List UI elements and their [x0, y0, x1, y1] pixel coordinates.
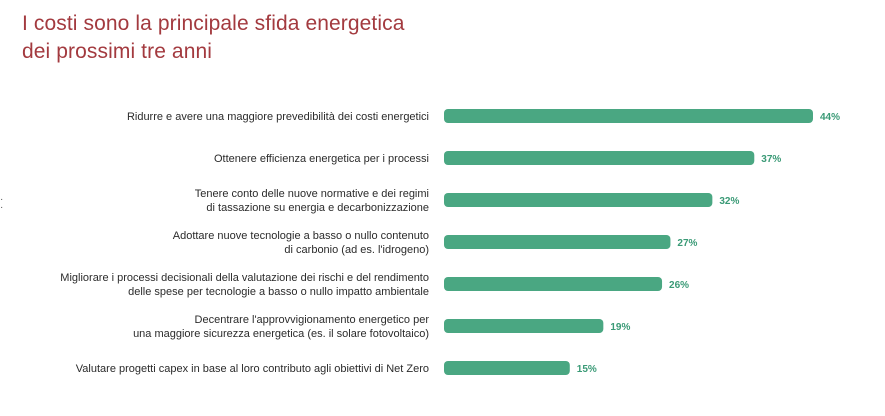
category-label-7: Valutare progetti capex in base al loro … — [76, 363, 429, 375]
category-label-2: Ottenere efficienza energetica per i pro… — [214, 153, 429, 165]
category-label-line: Decentrare l'approvvigionamento energeti… — [195, 314, 430, 326]
category-label-line: Valutare progetti capex in base al loro … — [76, 363, 429, 375]
category-label-line: di carbonio (ad es. l'idrogeno) — [284, 244, 429, 256]
category-label-line: Ottenere efficienza energetica per i pro… — [214, 153, 429, 165]
category-label-line: delle spese per tecnologie a basso o nul… — [128, 286, 429, 298]
bars-layer: 44% Ridurre e avere una maggiore prevedib… — [60, 109, 840, 375]
category-label-3: Tenere conto delle nuove normative e dei… — [195, 188, 429, 214]
category-label-line: una maggiore sicurezza energetica (es. i… — [133, 328, 429, 340]
bar-5 — [444, 277, 663, 291]
category-label-line: di tassazione su energia e decarbonizzaz… — [206, 202, 429, 214]
category-label-4: Adottare nuove tecnologie a basso o null… — [173, 230, 429, 256]
bar-4 — [444, 235, 671, 249]
category-label-line: Tenere conto delle nuove normative e dei… — [195, 188, 429, 200]
category-label-line: Migliorare i processi decisionali della … — [60, 272, 429, 284]
category-label-6: Decentrare l'approvvigionamento energeti… — [133, 314, 429, 340]
chart-title: I costi sono la principale sfida energet… — [22, 10, 405, 66]
category-label-1: Ridurre e avere una maggiore prevedibili… — [127, 111, 429, 123]
bar-6 — [444, 319, 604, 333]
value-label-7: 15% — [577, 364, 597, 375]
value-label-5: 26% — [669, 280, 689, 291]
value-label-6: 19% — [610, 322, 630, 333]
value-label-4: 27% — [677, 238, 697, 249]
value-label-1: 44% — [820, 112, 840, 123]
chart-title-line-2: dei prossimi tre anni — [22, 40, 213, 63]
bar-2 — [444, 151, 755, 165]
bar-1 — [444, 109, 813, 123]
bar-3 — [444, 193, 713, 207]
chart-title-line-1: I costi sono la principale sfida energet… — [22, 12, 405, 35]
bar-7 — [444, 361, 570, 375]
value-label-3: 32% — [719, 196, 739, 207]
category-label-line: Ridurre e avere una maggiore prevedibili… — [127, 111, 429, 123]
value-label-2: 37% — [761, 154, 781, 165]
edge-marker: · · — [0, 194, 4, 213]
category-label-5: Migliorare i processi decisionali della … — [60, 272, 429, 298]
category-label-line: Adottare nuove tecnologie a basso o null… — [173, 230, 429, 242]
